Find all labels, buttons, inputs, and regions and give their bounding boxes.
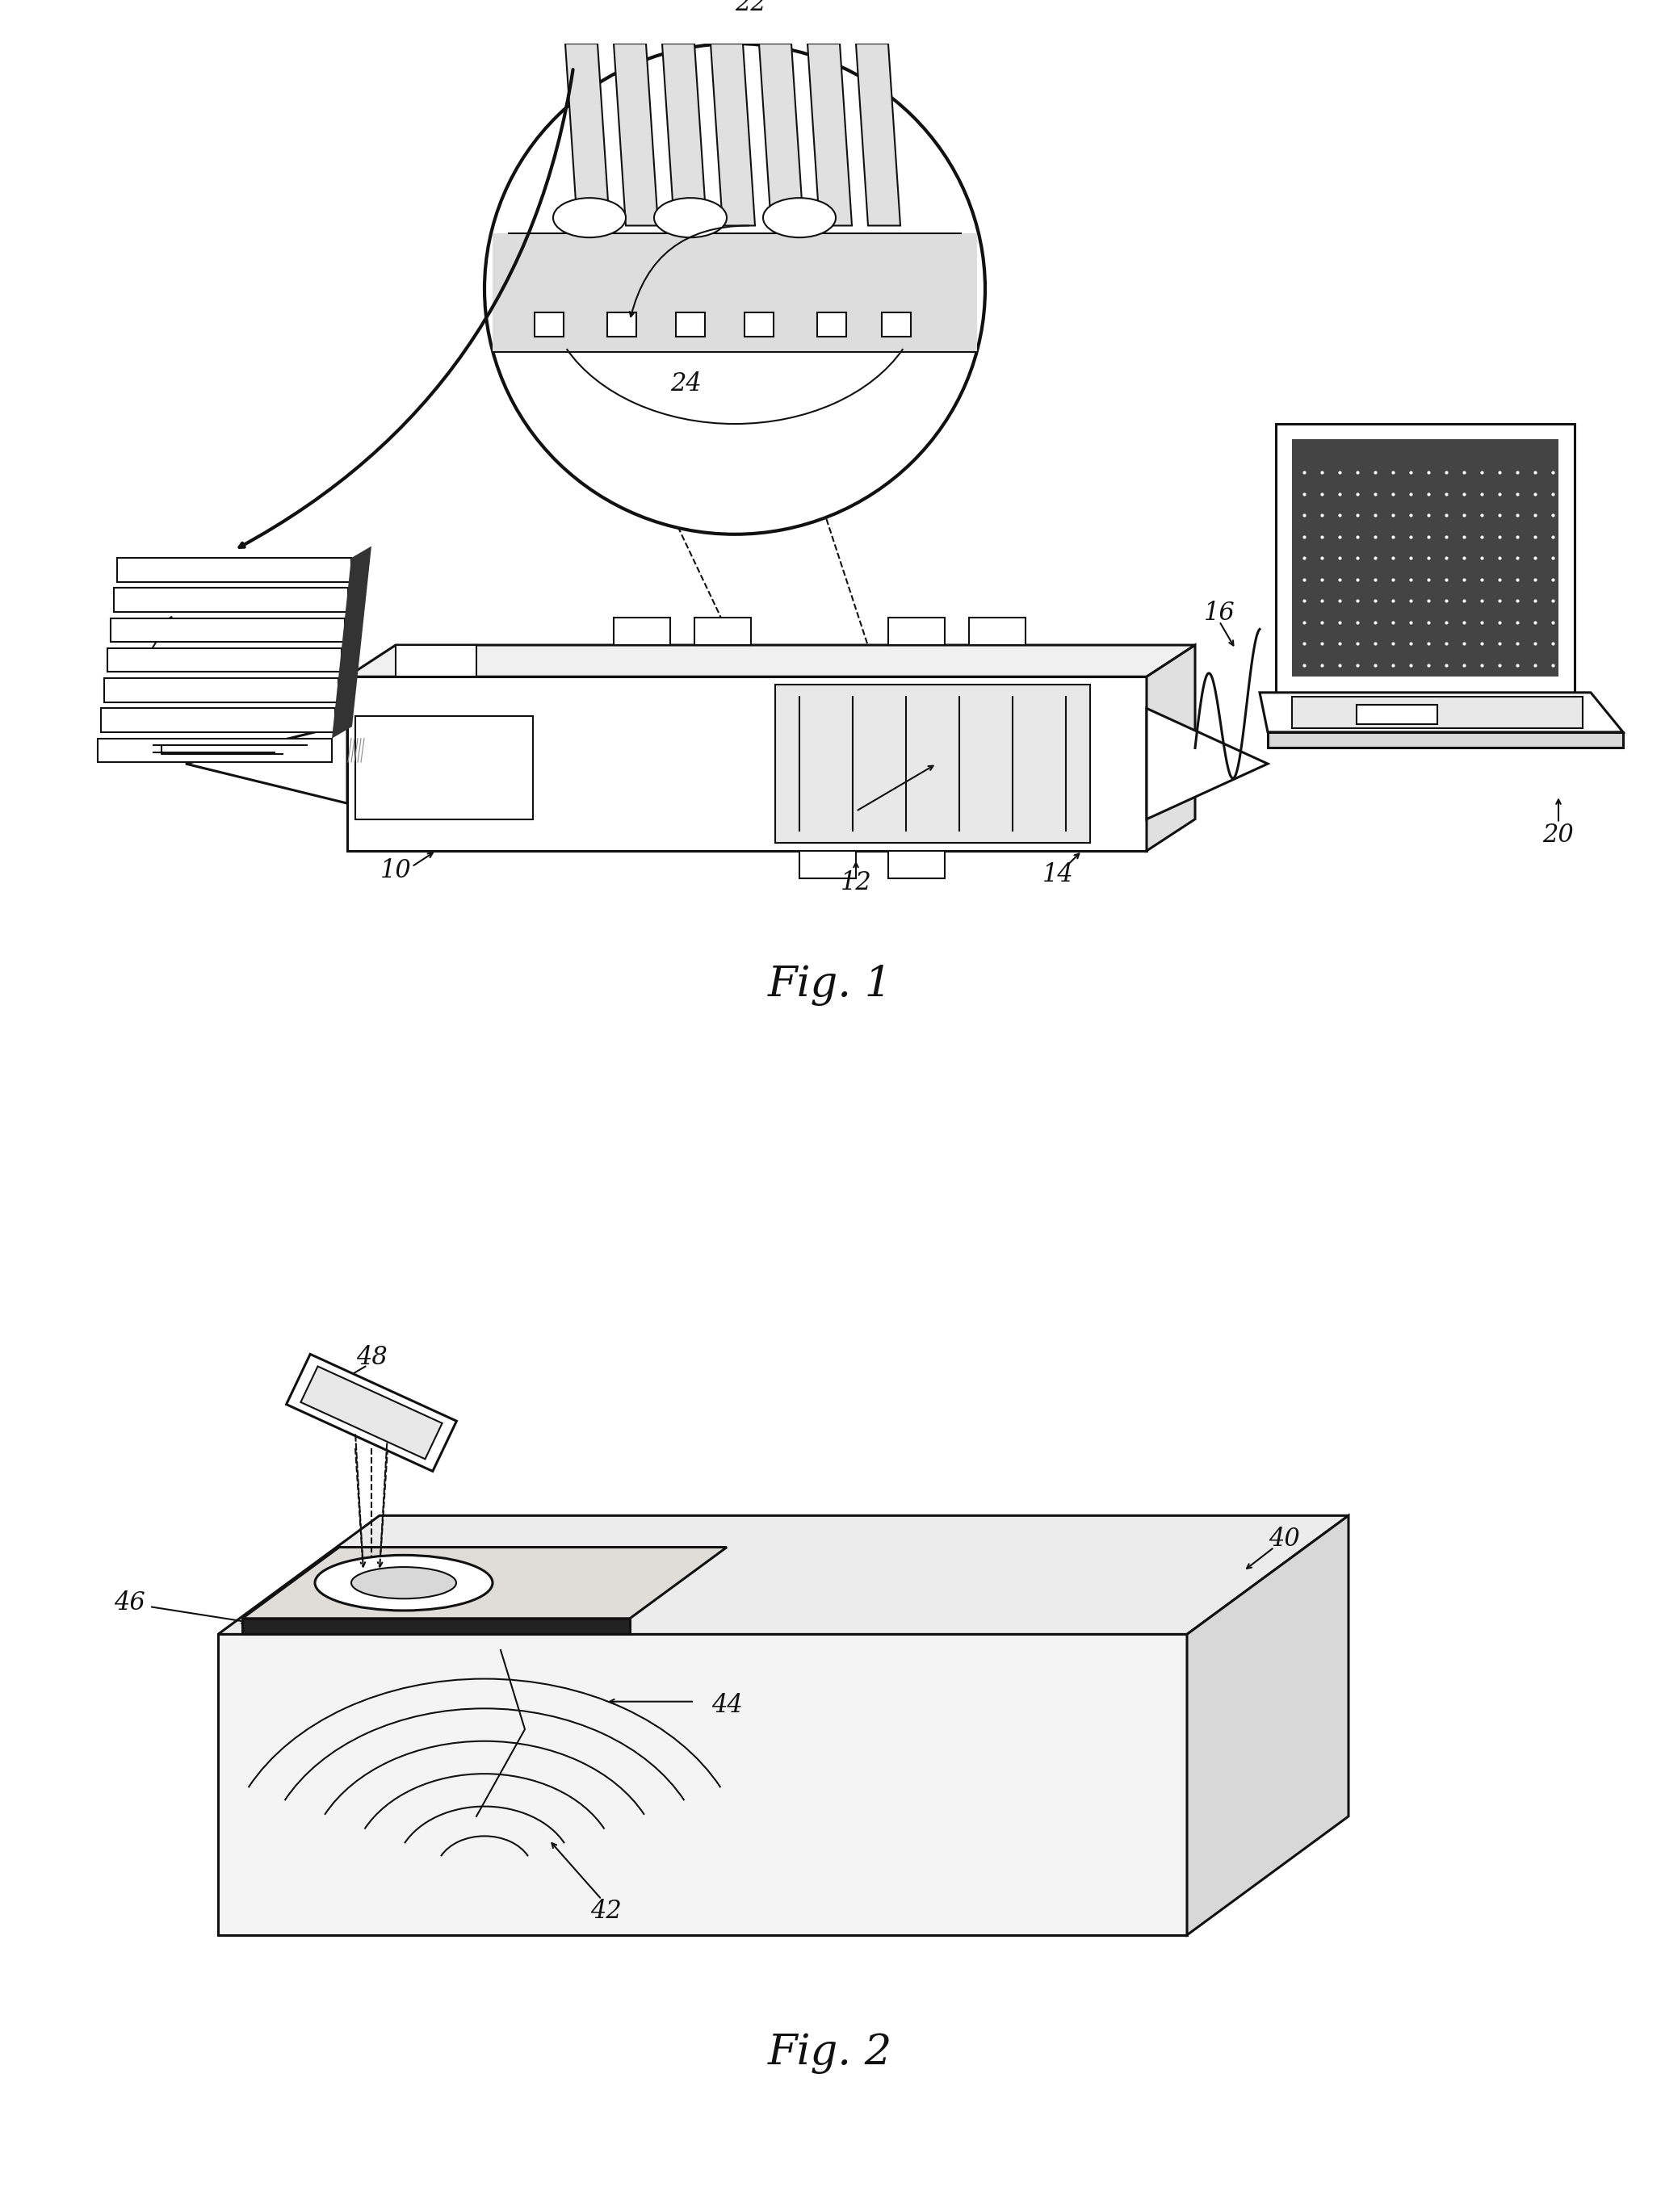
Polygon shape bbox=[1146, 708, 1267, 818]
Text: 20: 20 bbox=[1543, 823, 1575, 847]
Polygon shape bbox=[759, 44, 804, 226]
Bar bbox=[817, 312, 845, 336]
Ellipse shape bbox=[762, 197, 835, 237]
Polygon shape bbox=[807, 44, 852, 226]
Bar bbox=[1357, 703, 1437, 723]
Bar bbox=[968, 617, 1025, 646]
Bar bbox=[676, 312, 704, 336]
Polygon shape bbox=[613, 44, 658, 226]
FancyBboxPatch shape bbox=[115, 588, 349, 613]
FancyBboxPatch shape bbox=[111, 617, 345, 641]
Bar bbox=[694, 617, 751, 646]
Bar bbox=[493, 234, 977, 352]
Ellipse shape bbox=[316, 1555, 493, 1610]
Text: 44: 44 bbox=[711, 1692, 742, 1719]
Text: 14: 14 bbox=[1041, 863, 1073, 887]
Ellipse shape bbox=[350, 1566, 457, 1599]
Text: 40: 40 bbox=[1269, 1526, 1299, 1553]
Bar bbox=[1276, 422, 1575, 692]
Polygon shape bbox=[243, 1546, 728, 1619]
Polygon shape bbox=[243, 1619, 630, 1635]
Text: 48: 48 bbox=[355, 1345, 387, 1369]
Bar bbox=[613, 617, 671, 646]
Text: 24: 24 bbox=[671, 372, 703, 396]
Text: 10: 10 bbox=[380, 858, 412, 883]
Polygon shape bbox=[855, 44, 900, 226]
Bar bbox=[1292, 440, 1558, 677]
Polygon shape bbox=[286, 1354, 457, 1471]
Bar bbox=[1292, 697, 1583, 728]
Polygon shape bbox=[1259, 692, 1623, 732]
Polygon shape bbox=[1188, 1515, 1349, 1936]
Polygon shape bbox=[332, 546, 372, 739]
Polygon shape bbox=[1267, 732, 1623, 748]
Polygon shape bbox=[347, 646, 1194, 677]
Circle shape bbox=[485, 44, 985, 535]
Text: Fig. 2: Fig. 2 bbox=[767, 2033, 892, 2075]
Bar bbox=[347, 677, 1146, 852]
FancyBboxPatch shape bbox=[101, 708, 336, 732]
Text: 30: 30 bbox=[121, 648, 153, 672]
Polygon shape bbox=[301, 1367, 442, 1460]
Bar bbox=[535, 312, 563, 336]
Bar bbox=[889, 617, 945, 646]
Ellipse shape bbox=[654, 197, 728, 237]
Polygon shape bbox=[565, 44, 610, 226]
Polygon shape bbox=[218, 1635, 1188, 1936]
Polygon shape bbox=[186, 723, 347, 803]
Bar bbox=[355, 717, 533, 818]
Text: 12: 12 bbox=[840, 869, 872, 896]
Text: 16: 16 bbox=[1204, 602, 1234, 626]
Bar bbox=[744, 312, 774, 336]
Bar bbox=[776, 686, 1090, 843]
FancyBboxPatch shape bbox=[105, 679, 339, 701]
FancyBboxPatch shape bbox=[116, 557, 350, 582]
FancyBboxPatch shape bbox=[108, 648, 342, 672]
Bar bbox=[395, 646, 477, 677]
Bar bbox=[799, 852, 855, 878]
Bar bbox=[882, 312, 910, 336]
Polygon shape bbox=[1146, 646, 1194, 852]
Polygon shape bbox=[218, 1515, 1349, 1635]
Text: Fig. 1: Fig. 1 bbox=[767, 964, 892, 1006]
Bar bbox=[889, 852, 945, 878]
Polygon shape bbox=[711, 44, 756, 226]
Polygon shape bbox=[663, 44, 706, 226]
Bar bbox=[608, 312, 636, 336]
Text: 22: 22 bbox=[736, 0, 767, 15]
Text: 46: 46 bbox=[113, 1590, 145, 1615]
Text: 42: 42 bbox=[590, 1898, 621, 1924]
FancyBboxPatch shape bbox=[98, 739, 332, 763]
Ellipse shape bbox=[553, 197, 626, 237]
